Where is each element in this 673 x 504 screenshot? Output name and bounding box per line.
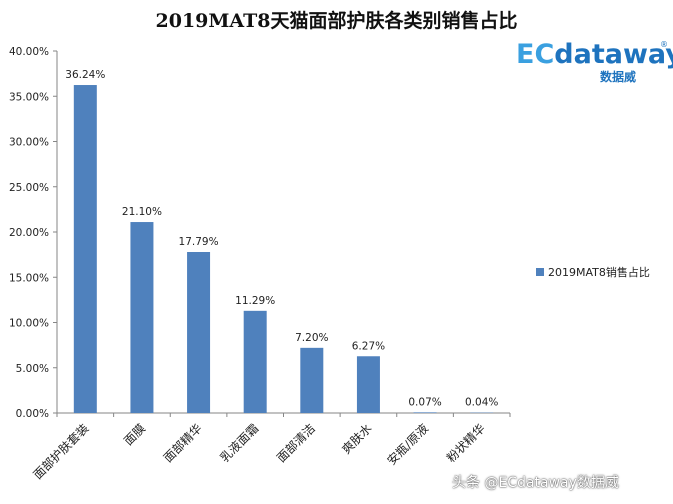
data-label: 0.04%	[465, 397, 498, 409]
bar	[243, 310, 267, 413]
bar	[413, 412, 437, 413]
logo-subtitle: 数据威	[600, 70, 637, 84]
category-label: 乳液面霜	[217, 421, 262, 466]
chart-title: 2019MAT8天猫面部护肤各类别销售占比	[155, 10, 518, 32]
logo-wordmark: ECdataway	[516, 39, 673, 70]
legend-label: 2019MAT8销售占比	[548, 266, 650, 279]
category-label: 面部清洁	[273, 421, 318, 466]
legend: 2019MAT8销售占比	[536, 264, 650, 280]
data-label: 21.10%	[122, 206, 162, 218]
legend-swatch	[536, 268, 544, 276]
ecdataway-logo: ECdataway ® 数据威	[516, 40, 673, 86]
category-label: 面膜	[121, 421, 148, 448]
watermark: 头条 @ECdataway数据威	[452, 475, 619, 491]
bar	[187, 252, 211, 413]
data-label: 17.79%	[179, 236, 219, 248]
bar	[73, 85, 97, 413]
category-label: 面部护肤套装	[30, 421, 92, 483]
y-tick-label: 40.00%	[9, 46, 49, 58]
bar	[130, 222, 154, 413]
data-label: 0.07%	[408, 396, 441, 408]
data-label: 7.20%	[295, 332, 328, 344]
y-tick-label: 10.00%	[9, 318, 49, 330]
category-label: 粉状精华	[444, 421, 488, 465]
category-label: 安瓶/原液	[384, 421, 431, 468]
y-tick-label: 30.00%	[9, 137, 49, 149]
bar	[300, 347, 324, 413]
data-label: 11.29%	[235, 295, 275, 307]
logo-registered-mark: ®	[660, 40, 668, 49]
y-tick-label: 0.00%	[16, 408, 49, 420]
y-tick-label: 20.00%	[9, 227, 49, 239]
y-tick-label: 35.00%	[9, 91, 49, 103]
category-label: 爽肤水	[338, 421, 374, 457]
data-label: 6.27%	[352, 340, 385, 352]
bar	[356, 356, 380, 413]
y-tick-label: 25.00%	[9, 182, 49, 194]
data-label: 36.24%	[65, 69, 105, 81]
category-label: 面部精华	[160, 421, 205, 466]
y-tick-label: 15.00%	[9, 272, 49, 284]
y-tick-label: 5.00%	[16, 363, 49, 375]
